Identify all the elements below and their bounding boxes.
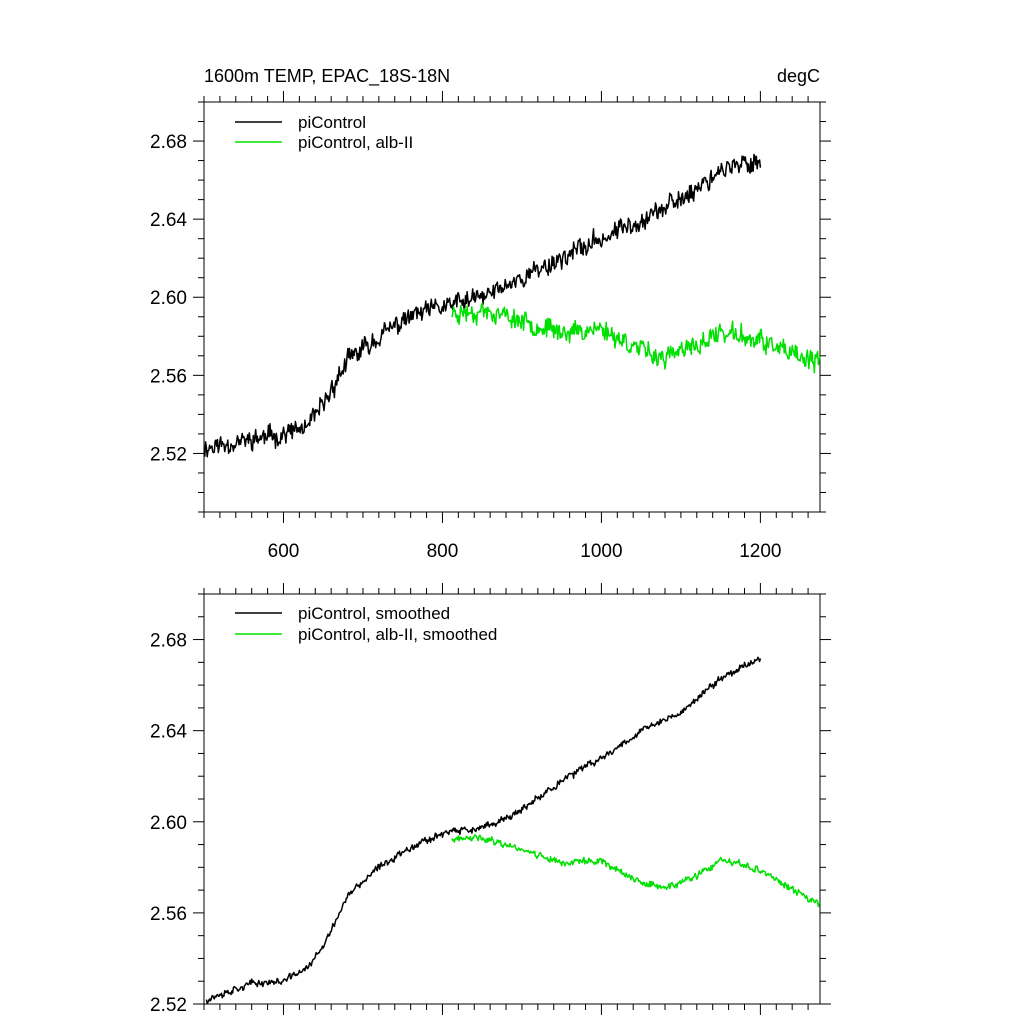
x-tick-label: 1000: [580, 541, 622, 562]
y-tick-label: 2.64: [150, 210, 187, 231]
x-tick-label: 800: [427, 541, 459, 562]
y-tick-label: 2.64: [150, 722, 187, 743]
y-tick-label: 2.52: [150, 444, 187, 465]
panel-bottom: 2.52 2.56 2.60 2.64 2.68 piControl, smoothed…: [150, 583, 831, 1016]
units-label: degC: [777, 66, 820, 86]
legend-label-picontrol: piControl: [298, 113, 366, 132]
legend-top: piControl piControl, alb-II: [235, 113, 413, 152]
series-line-picontrol: [203, 153, 762, 458]
plot-frame-top: [203, 101, 821, 513]
legend-label-picontrol-smoothed: piControl, smoothed: [298, 604, 450, 623]
series-line-picontrol-alb-ii-smoothed: [451, 834, 821, 908]
y-tick-label: 2.52: [150, 995, 187, 1016]
legend-label-alb-ii-smoothed: piControl, alb-II, smoothed: [298, 625, 497, 644]
x-tick-label: 1200: [739, 541, 781, 562]
y-tick-label: 2.68: [150, 631, 187, 652]
axis-ticks-bottom: 2.52 2.56 2.60 2.64 2.68: [150, 583, 831, 1016]
y-tick-label: 2.56: [150, 904, 187, 925]
series-line-picontrol-smoothed: [205, 656, 762, 1004]
axis-ticks-top: 2.52 2.56 2.60 2.64 2.68 600 800 1000 1200: [150, 91, 831, 562]
series-lines-bottom: [205, 656, 821, 1004]
series-line-picontrol-alb-ii: [451, 302, 821, 374]
legend-label-alb-ii: piControl, alb-II: [298, 133, 413, 152]
panel-top: 1600m TEMP, EPAC_18S-18N degC 2.522.562.…: [150, 66, 831, 562]
y-tick-label: 2.68: [150, 132, 187, 153]
y-tick-label: 2.56: [150, 366, 187, 387]
plot-frame-bottom: [203, 593, 821, 1005]
chart-title: 1600m TEMP, EPAC_18S-18N: [204, 66, 450, 87]
series-lines-top: [203, 153, 821, 458]
legend-bottom: piControl, smoothed piControl, alb-II, s…: [235, 604, 497, 644]
y-tick-label: 2.60: [150, 288, 187, 309]
x-tick-label: 600: [268, 541, 300, 562]
y-tick-label: 2.60: [150, 813, 187, 834]
